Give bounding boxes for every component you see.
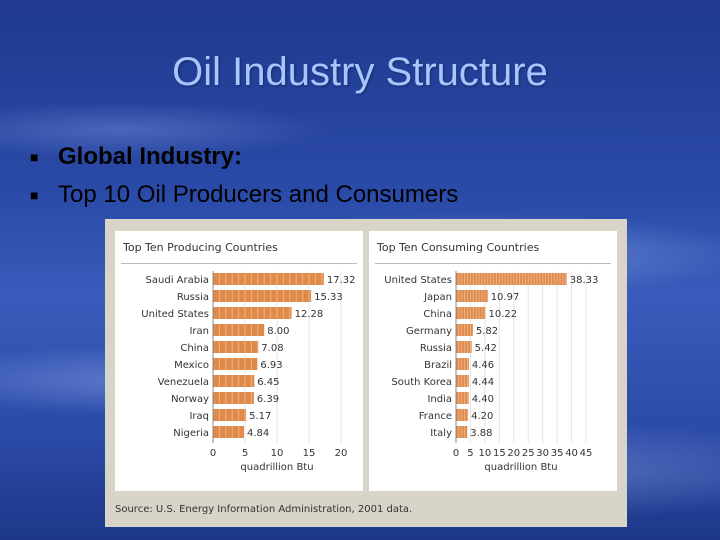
tick-label: 30 [536,448,549,459]
square-bullet-icon: ■ [30,149,39,165]
bar [456,375,469,387]
category-label: Nigeria [173,428,209,439]
category-label: Iran [189,326,209,337]
bar [213,290,312,302]
title-divider [121,263,357,264]
category-label: Mexico [174,360,209,371]
consumers-chart-panel: Top Ten Consuming Countries United State… [369,231,617,491]
tick-label: 0 [453,448,459,459]
bar [456,409,469,421]
bullet-item: ■ Global Industry: [30,138,458,176]
producers-bar-chart: Saudi Arabia 17.32 Russia 15.33 United State… [141,271,356,473]
category-label: China [180,343,209,354]
bullet-text: Global Industry: [58,143,243,170]
data-label: 3.88 [470,428,492,439]
source-note: Source: U.S. Energy Information Administ… [115,504,413,515]
bullet-list: ■ Global Industry: ■ Top 10 Oil Producer… [30,138,458,214]
bar [456,426,468,438]
chart-title: Top Ten Producing Countries [123,241,278,254]
category-label: Italy [430,428,452,439]
tick-label: 35 [551,448,564,459]
category-label: Iraq [189,411,209,422]
category-label: United States [141,309,209,320]
bar [456,273,567,285]
data-label: 6.39 [257,394,279,405]
category-label: Brazil [424,360,452,371]
data-label: 4.40 [472,394,494,405]
category-label: Saudi Arabia [146,275,209,286]
category-label: China [423,309,452,320]
tick-label: 45 [580,448,593,459]
data-label: 8.00 [267,326,289,337]
chart-title: Top Ten Consuming Countries [377,241,540,254]
tick-label: 20 [335,448,348,459]
bullet-item: ■ Top 10 Oil Producers and Consumers [30,176,458,214]
data-label: 4.20 [471,411,493,422]
square-bullet-icon: ■ [30,187,39,203]
data-label: 5.82 [476,326,498,337]
bar [213,426,244,438]
data-label: 5.42 [475,343,497,354]
oil-chart-figure: Top Ten Producing Countries Saudi Arabia… [105,219,627,527]
tick-label: 25 [522,448,535,459]
category-label: India [427,394,452,405]
category-label: South Korea [391,377,452,388]
data-label: 15.33 [314,292,343,303]
bar [213,358,258,370]
bar [213,324,265,336]
x-axis-label: quadrillion Btu [240,462,313,473]
consumers-bar-chart: United States 38.33 Japan 10.97 China 10.22 Ge… [384,271,599,473]
bar [456,392,469,404]
category-label: United States [384,275,452,286]
category-label: Venezuela [158,377,209,388]
bar [213,307,292,319]
tick-label: 15 [303,448,316,459]
bullet-text: Top 10 Oil Producers and Consumers [58,181,459,208]
data-label: 4.44 [472,377,494,388]
category-label: Norway [171,394,209,405]
title-divider [375,263,611,264]
data-label: 10.97 [491,292,520,303]
category-label: Germany [406,326,452,337]
data-label: 4.46 [472,360,494,371]
slide-title: Oil Industry Structure [172,50,548,94]
bar [456,307,486,319]
bar [213,392,254,404]
tick-label: 10 [271,448,284,459]
tick-label: 5 [467,448,473,459]
x-axis-label: quadrillion Btu [484,462,557,473]
data-label: 6.45 [257,377,279,388]
tick-label: 20 [507,448,520,459]
bar [456,341,472,353]
data-label: 7.08 [261,343,283,354]
data-label: 4.84 [247,428,269,439]
bar [456,358,469,370]
bar [456,290,488,302]
data-label: 5.17 [249,411,271,422]
data-label: 17.32 [327,275,356,286]
tick-label: 5 [242,448,248,459]
bar [213,409,247,421]
bar [456,324,473,336]
data-label: 10.22 [489,309,518,320]
bar [213,375,255,387]
tick-label: 10 [479,448,492,459]
data-label: 38.33 [570,275,599,286]
bar [213,341,259,353]
tick-label: 15 [493,448,506,459]
category-label: France [419,411,452,422]
tick-label: 40 [565,448,578,459]
category-label: Japan [423,292,452,303]
category-label: Russia [420,343,452,354]
bar [213,273,324,285]
data-label: 12.28 [295,309,324,320]
tick-label: 0 [210,448,216,459]
producers-chart-panel: Top Ten Producing Countries Saudi Arabia… [115,231,363,491]
data-label: 6.93 [260,360,282,371]
category-label: Russia [177,292,209,303]
